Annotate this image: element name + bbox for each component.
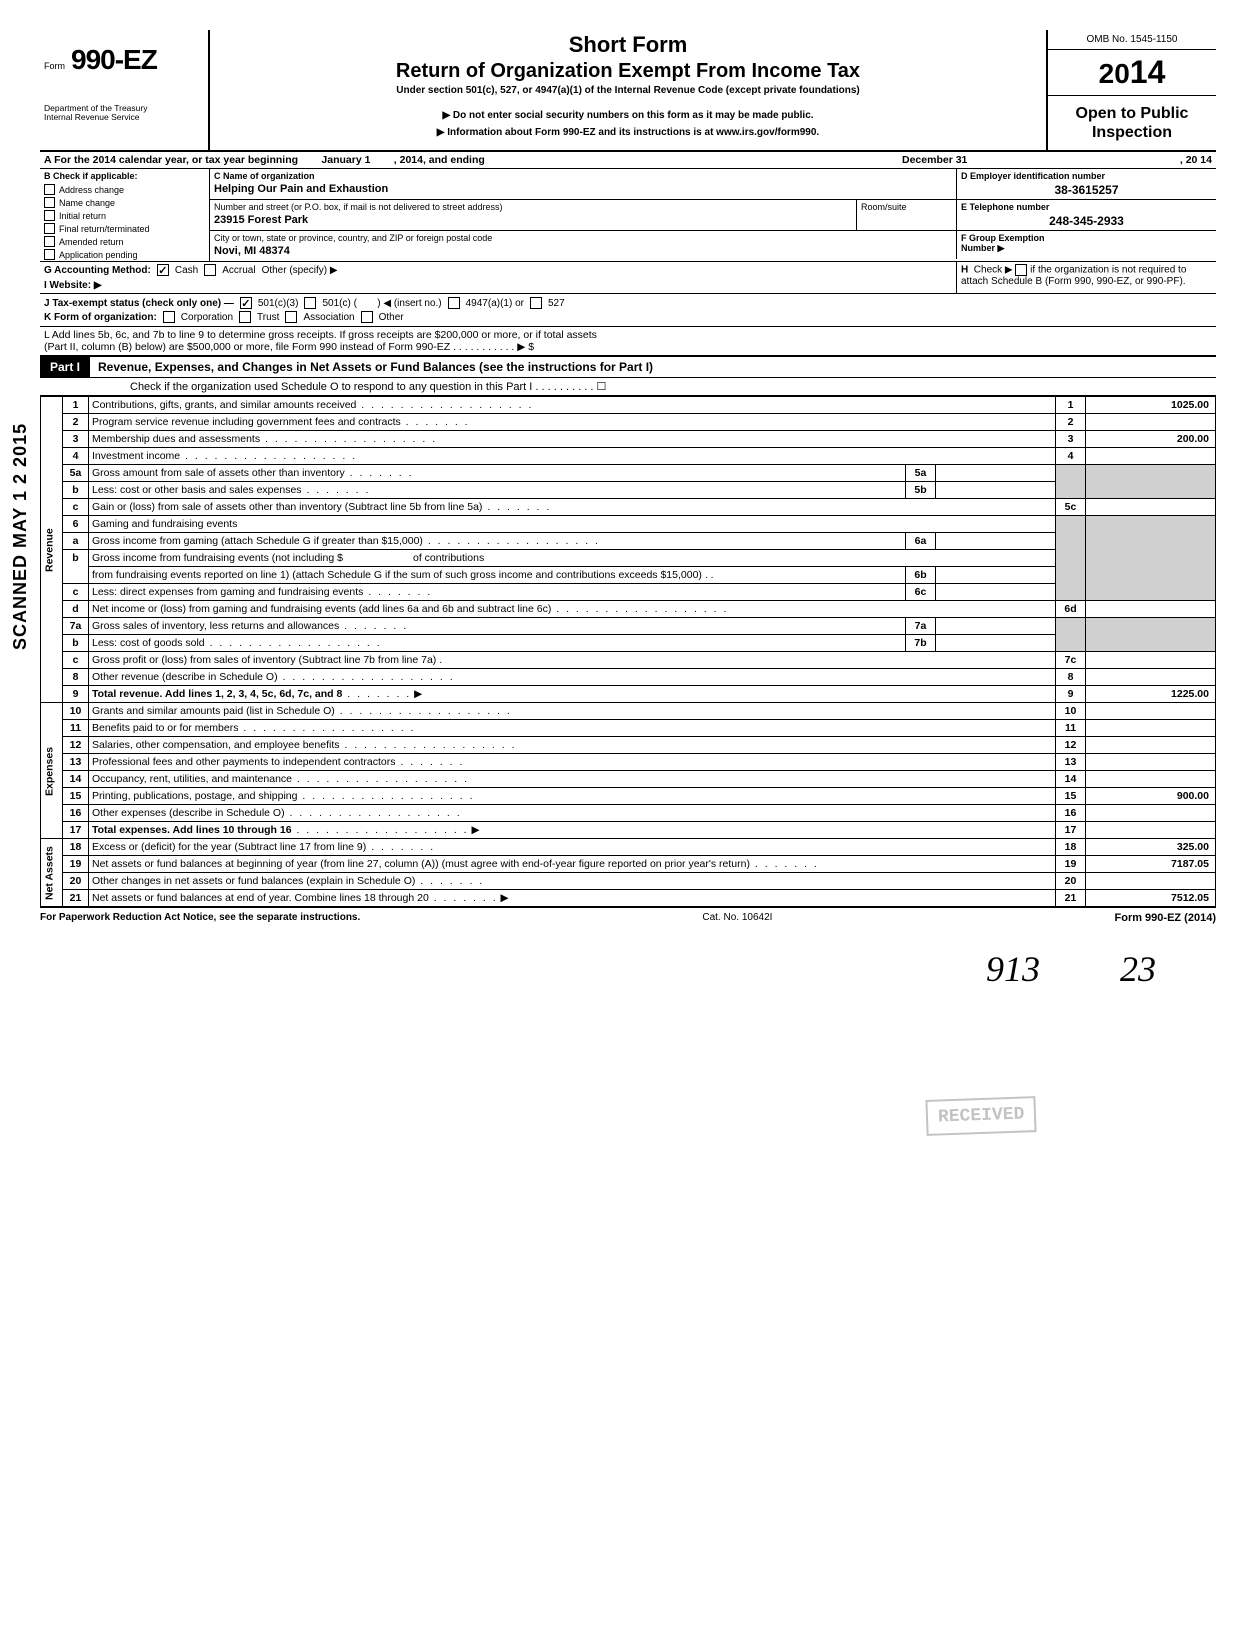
section-bcdef: B Check if applicable: Address change Na…	[40, 169, 1216, 262]
chk-4947[interactable]	[448, 297, 460, 309]
open-public: Open to Public Inspection	[1048, 96, 1216, 150]
netassets-label: Net Assets	[41, 839, 63, 907]
chk-accrual[interactable]	[204, 264, 216, 276]
ssn-notice: ▶ Do not enter social security numbers o…	[216, 110, 1040, 121]
tax-year: 2014	[1048, 50, 1216, 96]
form-page: SCANNED MAY 1 2 2015 Form 990-EZ Departm…	[40, 30, 1216, 990]
row-jk: J Tax-exempt status (check only one) — 5…	[40, 294, 1216, 327]
info-notice: ▶ Information about Form 990-EZ and its …	[216, 127, 1040, 138]
chk-address-change[interactable]	[44, 184, 55, 195]
department: Department of the TreasuryInternal Reven…	[44, 104, 204, 123]
chk-assoc[interactable]	[285, 311, 297, 323]
part1-check-o: Check if the organization used Schedule …	[40, 378, 1216, 396]
chk-schedule-b[interactable]	[1015, 264, 1027, 276]
chk-app-pending[interactable]	[44, 249, 55, 260]
expenses-label: Expenses	[41, 703, 63, 839]
row-ghi: G Accounting Method: Cash Accrual Other …	[40, 262, 1216, 294]
chk-527[interactable]	[530, 297, 542, 309]
col-cdef: C Name of organization Helping Our Pain …	[210, 169, 1216, 261]
chk-name-change[interactable]	[44, 197, 55, 208]
box-c-org-name: C Name of organization Helping Our Pain …	[210, 169, 956, 199]
city-box: City or town, state or province, country…	[210, 231, 956, 259]
footer: For Paperwork Reduction Act Notice, see …	[40, 907, 1216, 928]
room-suite: Room/suite	[856, 200, 956, 230]
form-number: 990-EZ	[71, 44, 157, 76]
box-h: H Check ▶ if the organization is not req…	[956, 262, 1216, 293]
header-left: Form 990-EZ Department of the TreasuryIn…	[40, 30, 210, 150]
form-header: Form 990-EZ Department of the TreasuryIn…	[40, 30, 1216, 152]
chk-other[interactable]	[361, 311, 373, 323]
handwriting: 913 23	[40, 928, 1216, 990]
row-a-tax-year: A For the 2014 calendar year, or tax yea…	[40, 152, 1216, 169]
scanned-stamp: SCANNED MAY 1 2 2015	[10, 423, 31, 650]
chk-corp[interactable]	[163, 311, 175, 323]
omb-number: OMB No. 1545-1150	[1048, 30, 1216, 50]
chk-amended[interactable]	[44, 236, 55, 247]
under-section: Under section 501(c), 527, or 4947(a)(1)…	[216, 85, 1040, 96]
row-l: L Add lines 5b, 6c, and 7b to line 9 to …	[40, 327, 1216, 357]
header-right: OMB No. 1545-1150 2014 Open to Public In…	[1046, 30, 1216, 150]
box-e-telephone: E Telephone number 248-345-2933	[956, 200, 1216, 230]
chk-final-return[interactable]	[44, 223, 55, 234]
part1-table: Revenue 1 Contributions, gifts, grants, …	[40, 396, 1216, 907]
chk-trust[interactable]	[239, 311, 251, 323]
box-d-ein: D Employer identification number 38-3615…	[956, 169, 1216, 199]
chk-501c[interactable]	[304, 297, 316, 309]
form-label: Form	[44, 61, 65, 71]
return-title: Return of Organization Exempt From Incom…	[216, 60, 1040, 83]
revenue-label: Revenue	[41, 397, 63, 703]
chk-501c3[interactable]	[240, 297, 252, 309]
box-b: B Check if applicable: Address change Na…	[40, 169, 210, 261]
address-box: Number and street (or P.O. box, if mail …	[210, 200, 856, 230]
chk-cash[interactable]	[157, 264, 169, 276]
box-f-group-exemption: F Group Exemption Number ▶	[956, 231, 1216, 259]
part1-header: Part I Revenue, Expenses, and Changes in…	[40, 357, 1216, 378]
chk-initial-return[interactable]	[44, 210, 55, 221]
short-form-title: Short Form	[216, 32, 1040, 58]
received-stamp: RECEIVED	[925, 1096, 1037, 1136]
header-center: Short Form Return of Organization Exempt…	[210, 30, 1046, 150]
